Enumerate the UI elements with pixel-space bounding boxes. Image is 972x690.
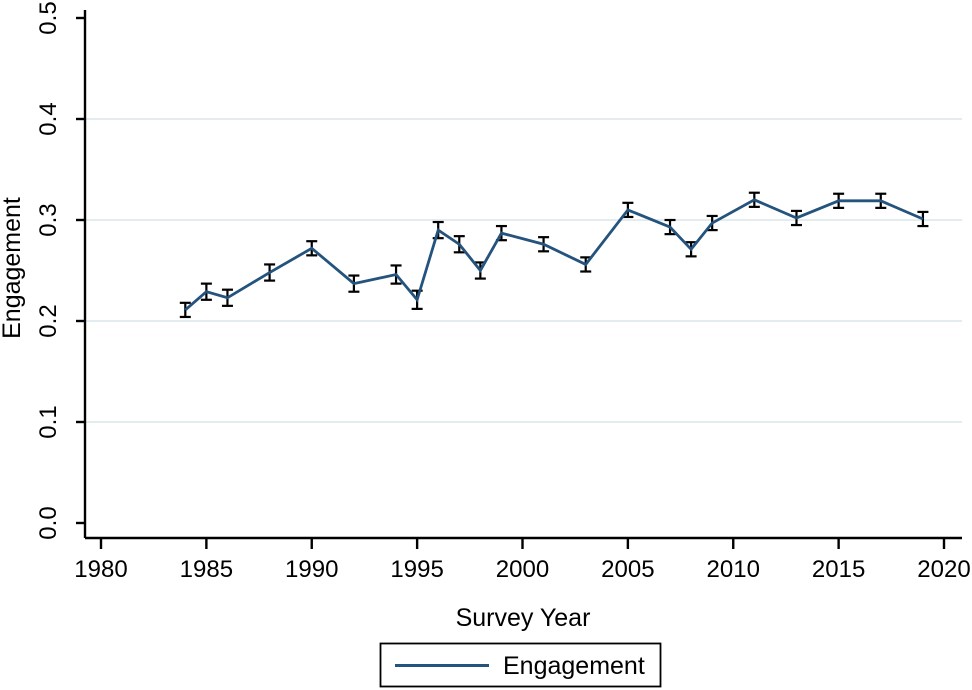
x-tick-label: 2020 (917, 556, 970, 583)
y-axis-title: Engagement (0, 197, 26, 339)
y-tick-label: 0.4 (35, 102, 62, 135)
ticks-layer: 0.0 0.1 0.2 0.3 0.4 0.5 1980 1985 1990 1995 2000 20… (35, 1, 971, 583)
y-tick-label: 0.1 (35, 405, 62, 438)
y-tick-label: 0.0 (35, 506, 62, 539)
y-tick-label: 0.2 (35, 304, 62, 337)
x-tick-label: 1990 (285, 556, 338, 583)
gridlines-layer (85, 118, 962, 423)
x-tick-label: 2005 (601, 556, 654, 583)
x-tick-label: 2010 (707, 556, 760, 583)
series-layer (184, 198, 924, 311)
x-tick-label: 1980 (74, 556, 127, 583)
y-tick-label: 0.5 (35, 1, 62, 34)
x-tick-label: 1995 (390, 556, 443, 583)
x-axis-title: Survey Year (456, 604, 591, 632)
x-tick-label: 1985 (180, 556, 233, 583)
legend-label: Engagement (503, 652, 645, 680)
x-tick-label: 2015 (812, 556, 865, 583)
y-tick-label: 0.3 (35, 203, 62, 236)
axes-layer (83, 10, 962, 540)
legend: Engagement (379, 642, 662, 688)
series-line (184, 198, 924, 311)
x-tick-label: 2000 (496, 556, 549, 583)
